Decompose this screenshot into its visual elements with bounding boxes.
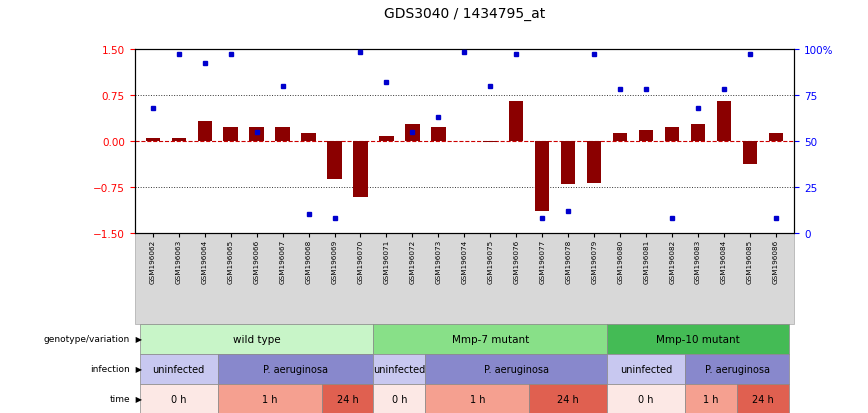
Bar xyxy=(146,138,160,142)
Bar xyxy=(665,128,680,142)
Bar xyxy=(405,124,419,142)
Bar xyxy=(769,134,783,142)
Bar xyxy=(691,124,706,142)
Bar xyxy=(249,128,264,142)
Text: 1 h: 1 h xyxy=(470,394,485,404)
Bar xyxy=(613,134,628,142)
Bar xyxy=(379,137,393,142)
Text: infection: infection xyxy=(90,364,130,373)
Text: uninfected: uninfected xyxy=(153,364,205,374)
Text: P. aeruginosa: P. aeruginosa xyxy=(483,364,549,374)
Text: time: time xyxy=(109,394,130,403)
Text: ▶: ▶ xyxy=(133,335,142,344)
Text: GDS3040 / 1434795_at: GDS3040 / 1434795_at xyxy=(384,7,545,21)
Text: Mmp-10 mutant: Mmp-10 mutant xyxy=(656,334,740,344)
Bar xyxy=(717,102,731,142)
Text: uninfected: uninfected xyxy=(373,364,425,374)
Text: ▶: ▶ xyxy=(133,364,142,373)
Text: 0 h: 0 h xyxy=(639,394,654,404)
Text: 0 h: 0 h xyxy=(171,394,187,404)
Text: P. aeruginosa: P. aeruginosa xyxy=(705,364,770,374)
Bar xyxy=(587,142,602,183)
Bar xyxy=(353,142,368,198)
Bar xyxy=(223,128,238,142)
Text: 1 h: 1 h xyxy=(262,394,278,404)
Bar xyxy=(743,142,757,165)
Bar xyxy=(275,128,290,142)
Bar xyxy=(172,139,186,142)
Text: 1 h: 1 h xyxy=(703,394,719,404)
Text: 24 h: 24 h xyxy=(337,394,358,404)
Text: 24 h: 24 h xyxy=(753,394,774,404)
Text: 24 h: 24 h xyxy=(557,394,579,404)
Text: P. aeruginosa: P. aeruginosa xyxy=(263,364,328,374)
Bar xyxy=(301,134,316,142)
Text: 0 h: 0 h xyxy=(391,394,407,404)
Text: genotype/variation: genotype/variation xyxy=(44,335,130,344)
Bar xyxy=(536,142,549,212)
Text: uninfected: uninfected xyxy=(620,364,673,374)
Bar xyxy=(431,128,445,142)
Bar xyxy=(198,122,212,142)
Bar xyxy=(327,142,342,179)
Text: ▶: ▶ xyxy=(133,394,142,403)
Bar xyxy=(510,102,523,142)
Bar xyxy=(639,131,654,142)
Bar xyxy=(561,142,575,184)
Text: wild type: wild type xyxy=(233,334,280,344)
Text: Mmp-7 mutant: Mmp-7 mutant xyxy=(451,334,529,344)
